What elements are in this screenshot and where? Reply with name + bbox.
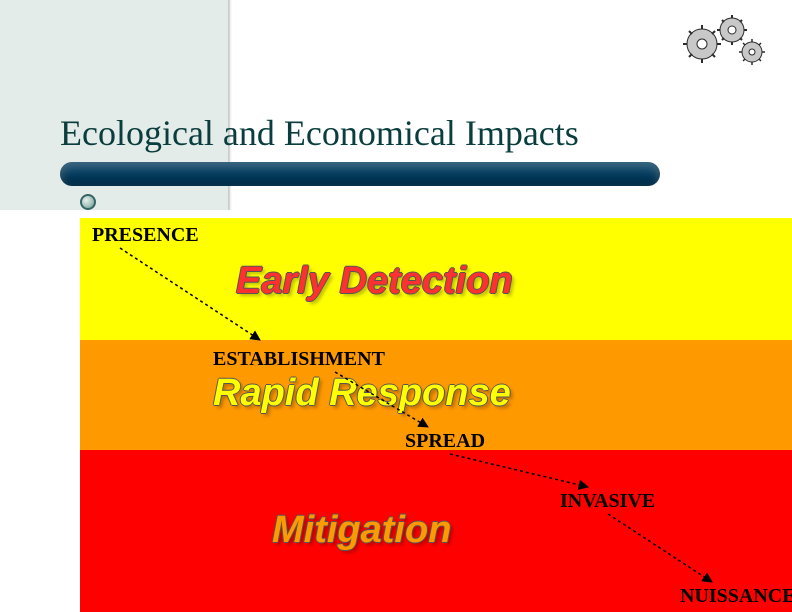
wordart-mitigation: Mitigation — [272, 509, 451, 552]
bullet-dot-icon — [80, 194, 96, 210]
slide-root: Ecological and Economical Impacts PRESEN… — [0, 0, 792, 612]
stage-label-invasive: INVASIVE — [560, 490, 655, 513]
stage-label-presence: PRESENCE — [92, 224, 199, 247]
stage-label-establishment: ESTABLISHMENT — [213, 348, 385, 371]
gear-icon — [674, 10, 774, 70]
page-title: Ecological and Economical Impacts — [60, 112, 579, 154]
stage-label-spread: SPREAD — [405, 430, 485, 453]
wordart-rapid-response: Rapid Response — [213, 372, 511, 415]
stage-label-nuissance: NUISSANCE — [680, 585, 792, 608]
wordart-early-detection: Early Detection — [236, 260, 513, 303]
title-underline-bar — [60, 162, 660, 186]
